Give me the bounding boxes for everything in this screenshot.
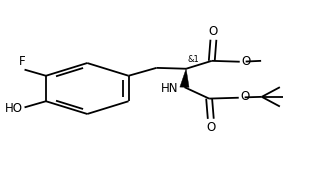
Text: &1: &1 [188, 55, 199, 64]
Text: O: O [206, 121, 215, 134]
Text: O: O [209, 25, 218, 38]
Text: O: O [241, 55, 250, 67]
Text: F: F [19, 55, 25, 68]
Text: O: O [240, 90, 249, 103]
Text: HN: HN [161, 82, 178, 95]
Polygon shape [180, 69, 189, 87]
Text: HO: HO [5, 102, 23, 115]
